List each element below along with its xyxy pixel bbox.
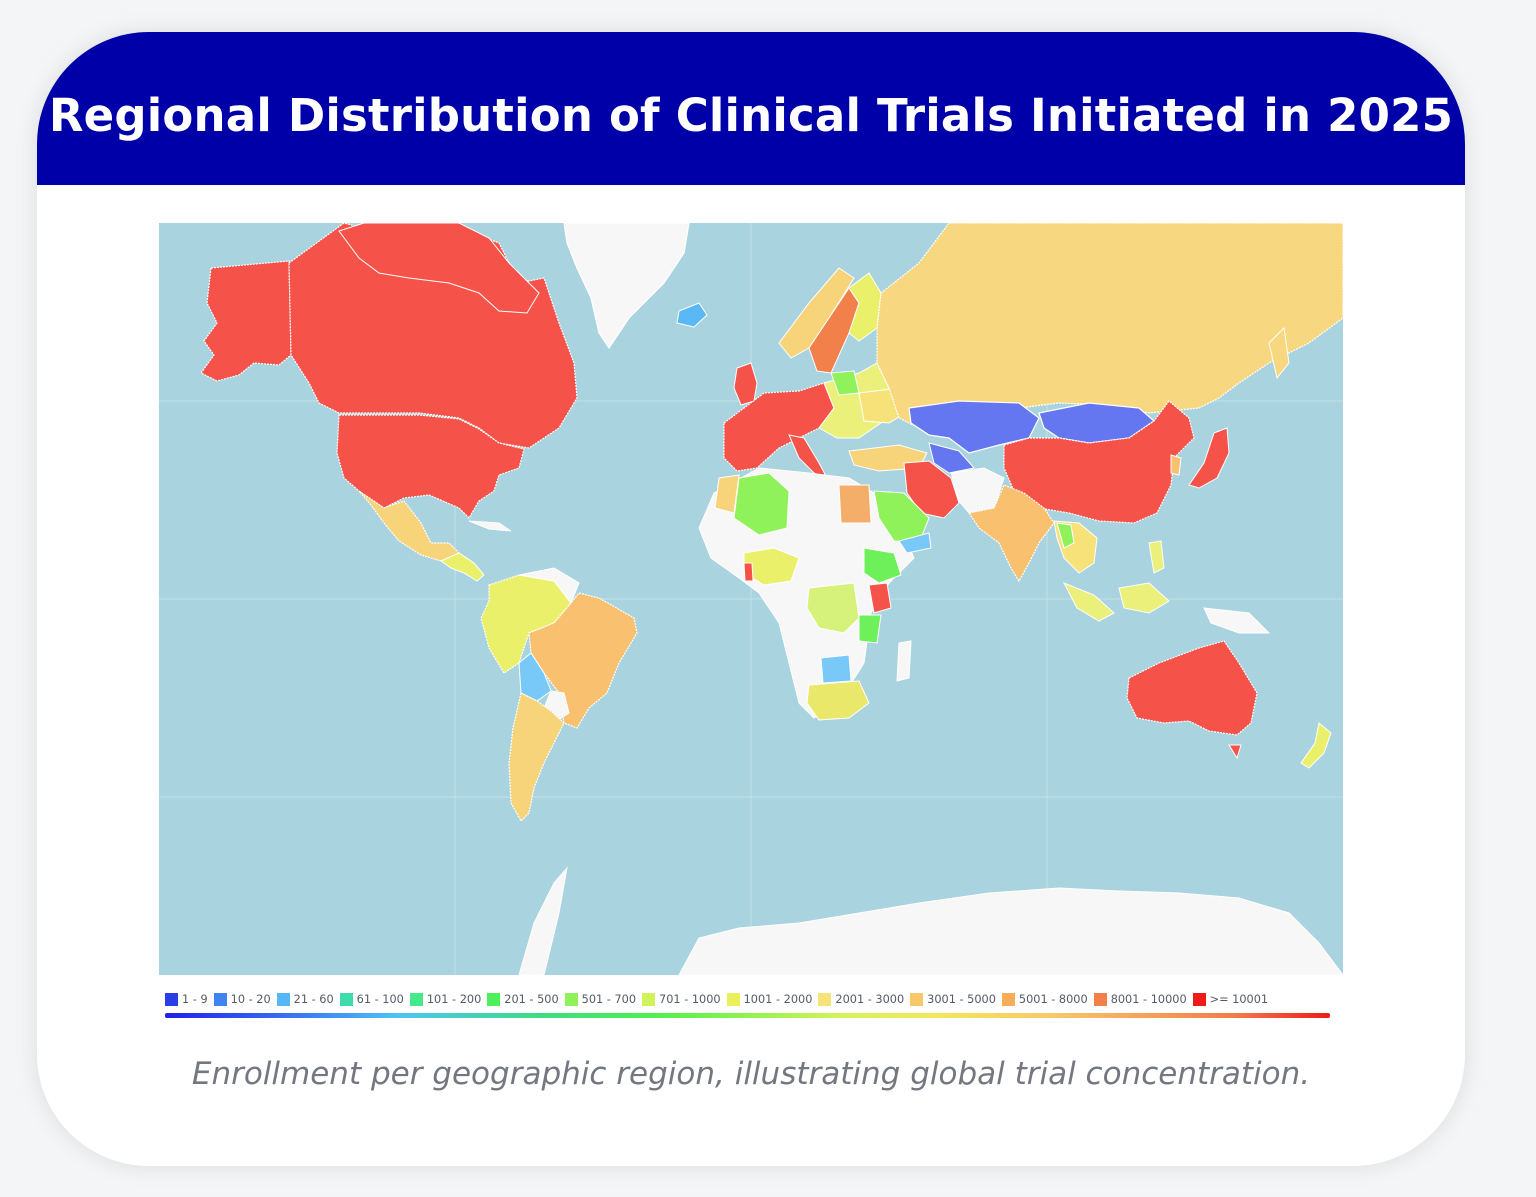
map-card: Regional Distribution of Clinical Trials… [37,32,1465,1166]
region-ghana[interactable] [743,562,754,582]
legend-label: 10 - 20 [230,992,271,1006]
legend-swatch [409,992,423,1006]
legend-swatch [818,992,832,1006]
region-japan[interactable] [1188,427,1230,489]
region-korea[interactable] [1170,454,1182,476]
map-legend: 1 - 9 10 - 20 21 - 60 61 - 100 101 - 200… [165,989,1337,1009]
region-iceland[interactable] [676,302,708,328]
legend-item: 1001 - 2000 [726,992,813,1006]
region-norway[interactable] [778,267,855,359]
legend-item: 701 - 1000 [642,992,721,1006]
region-tasmania[interactable] [1228,744,1242,760]
region-indonesia-east[interactable] [1118,582,1170,614]
legend-item: 501 - 700 [564,992,637,1006]
region-egypt[interactable] [838,484,872,524]
legend-label: 1 - 9 [182,992,208,1006]
region-new-zealand[interactable] [1300,722,1332,769]
legend-swatch [910,992,924,1006]
legend-label: 2001 - 3000 [835,992,905,1006]
region-ethiopia[interactable] [863,547,902,584]
legend-label: 8001 - 10000 [1110,992,1187,1006]
world-map[interactable] [159,223,1343,975]
region-myanmar[interactable] [1056,522,1075,549]
region-finland[interactable] [848,272,882,342]
legend-label: 101 - 200 [426,992,482,1006]
region-kazakhstan[interactable] [908,400,1040,454]
legend-label: 61 - 100 [356,992,404,1006]
region-cuba[interactable] [468,520,512,532]
legend-swatch [1001,992,1015,1006]
legend-item: 1 - 9 [165,992,208,1006]
region-iran[interactable] [903,460,960,519]
legend-label: 1001 - 2000 [743,992,813,1006]
region-new-guinea[interactable] [1203,607,1271,634]
legend-item: 61 - 100 [339,992,404,1006]
legend-label: 201 - 500 [504,992,559,1006]
region-central-america[interactable] [439,552,485,582]
legend-swatch [339,992,353,1006]
region-russia[interactable] [876,223,1343,429]
region-indonesia[interactable] [1062,582,1115,622]
region-venezuela[interactable] [518,567,580,604]
legend-item: 21 - 60 [276,992,334,1006]
legend-label: 501 - 700 [581,992,637,1006]
legend-swatch [726,992,740,1006]
legend-item: 101 - 200 [409,992,482,1006]
region-tanzania[interactable] [858,614,882,644]
region-south-africa[interactable] [806,680,870,721]
legend-item: 10 - 20 [213,992,271,1006]
legend-item: 3001 - 5000 [910,992,996,1006]
legend-swatch [276,992,290,1006]
legend-item: 8001 - 10000 [1093,992,1187,1006]
color-scale-bar [165,1013,1330,1018]
legend-label: 3001 - 5000 [927,992,996,1006]
region-oman[interactable] [898,532,932,554]
region-madagascar[interactable] [896,640,912,682]
region-west-africa[interactable] [743,547,800,586]
region-kenya[interactable] [868,582,892,614]
region-central-asia[interactable] [928,442,975,474]
legend-label: 5001 - 8000 [1018,992,1088,1006]
region-argentina[interactable] [508,692,565,822]
legend-swatch [213,992,227,1006]
legend-label: 21 - 60 [293,992,334,1006]
legend-swatch [642,992,656,1006]
legend-swatch [1192,992,1206,1006]
region-antarctica[interactable] [678,887,1343,975]
legend-swatch [564,992,578,1006]
legend-swatch [165,992,178,1006]
region-greenland[interactable] [563,223,690,350]
region-zambia[interactable] [820,654,852,684]
region-uk[interactable] [733,362,758,406]
map-caption: Enrollment per geographic region, illust… [191,1056,1311,1092]
region-philippines[interactable] [1148,540,1165,574]
legend-label: >= 10001 [1209,992,1269,1006]
legend-swatch [487,992,501,1006]
region-brazil[interactable] [528,592,638,729]
region-dr-congo[interactable] [806,582,860,634]
region-australia[interactable] [1126,640,1258,736]
legend-swatch [1093,992,1107,1006]
region-india[interactable] [968,484,1055,583]
region-antarctic-peninsula[interactable] [518,866,568,975]
legend-item: >= 10001 [1192,992,1269,1006]
region-kamchatka[interactable] [1268,326,1290,380]
legend-item: 5001 - 8000 [1001,992,1088,1006]
region-canada-islands[interactable] [338,223,540,314]
legend-item: 2001 - 3000 [818,992,905,1006]
legend-item: 201 - 500 [487,992,559,1006]
region-algeria[interactable] [733,472,790,536]
legend-label: 701 - 1000 [659,992,721,1006]
choropleth-map[interactable] [159,223,1343,975]
region-china[interactable] [1003,400,1195,524]
title-banner: Regional Distribution of Clinical Trials… [37,32,1465,185]
region-morocco[interactable] [714,474,740,514]
page-title: Regional Distribution of Clinical Trials… [48,89,1454,142]
